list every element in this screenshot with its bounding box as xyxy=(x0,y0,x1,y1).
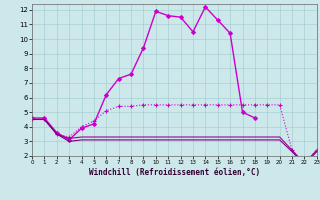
X-axis label: Windchill (Refroidissement éolien,°C): Windchill (Refroidissement éolien,°C) xyxy=(89,168,260,177)
